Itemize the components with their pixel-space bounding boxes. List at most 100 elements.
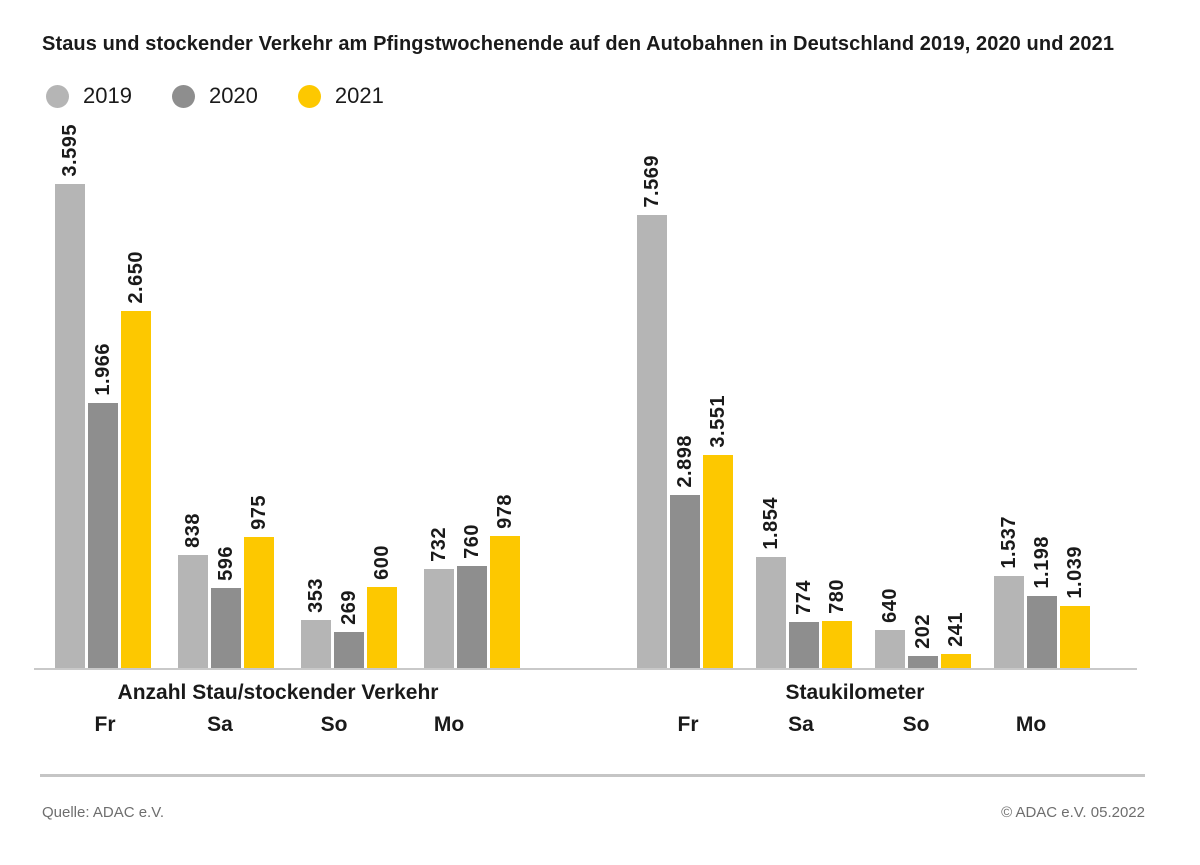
bar-2020-Sa	[789, 622, 819, 668]
bar-2021-Fr	[703, 455, 733, 668]
bar-2021-Mo	[490, 536, 520, 668]
day-label-Sa: Sa	[788, 713, 814, 736]
legend-label: 2021	[334, 83, 384, 108]
bar-value-label: 640	[879, 588, 901, 623]
bar-slot-2020-Fr: 1.966	[88, 128, 118, 668]
bar-slot-2021-Mo: 978	[490, 128, 520, 668]
bar-2019-Fr	[637, 215, 667, 668]
bar-slot-2020-Sa: 774	[789, 128, 819, 668]
bar-group-Mo: 1.537 1.198 1.039	[994, 128, 1090, 668]
bar-value-label: 1.966	[92, 343, 114, 396]
bar-2021-Fr	[121, 311, 151, 668]
bar-slot-2020-Mo: 1.198	[1027, 128, 1057, 668]
footer-source: Quelle: ADAC e.V.	[42, 804, 165, 821]
bar-slot-2021-So: 600	[367, 128, 397, 668]
bar-value-label: 2.650	[125, 251, 147, 304]
bar-slot-2019-Sa: 838	[178, 128, 208, 668]
bar-group-So: 640 202 241	[875, 128, 971, 668]
bar-value-label: 7.569	[641, 155, 663, 208]
bar-slot-2019-So: 353	[301, 128, 331, 668]
bar-value-label: 774	[793, 580, 815, 615]
footer-divider	[40, 774, 1145, 777]
bar-slot-2021-Sa: 975	[244, 128, 274, 668]
bar-2020-So	[908, 656, 938, 668]
bar-2020-Mo	[457, 566, 487, 668]
bar-slot-2019-So: 640	[875, 128, 905, 668]
bar-slot-2020-Mo: 760	[457, 128, 487, 668]
bar-slot-2019-Sa: 1.854	[756, 128, 786, 668]
bar-value-label: 596	[215, 546, 237, 581]
day-label-So: So	[320, 713, 348, 736]
bar-2021-Sa	[822, 621, 852, 668]
bar-group-So: 353 269 600	[301, 128, 397, 668]
bar-value-label: 353	[305, 578, 327, 613]
legend-label: 2020	[208, 83, 258, 108]
bar-slot-2019-Fr: 3.595	[55, 124, 85, 668]
legend-swatch-icon-2019	[46, 84, 69, 108]
day-label-So: So	[902, 713, 930, 736]
footer-copyright: © ADAC e.V. 05.2022	[1001, 804, 1145, 821]
bar-value-label: 1.854	[760, 497, 782, 550]
bar-group-Fr: 7.569 2.898 3.551	[637, 128, 733, 668]
bar-group-Mo: 732 760 978	[424, 128, 520, 668]
bar-value-label: 2.898	[674, 435, 696, 488]
legend-item-2019: 2019	[46, 83, 132, 109]
bar-2019-Sa	[178, 555, 208, 668]
bar-group-Sa: 1.854 774 780	[756, 128, 852, 668]
chart-anzahl-stau: 3.595 1.966 2.650 838 596 975 353 269 600 732 760 9…	[55, 124, 520, 668]
bar-value-label: 780	[826, 579, 848, 614]
bar-value-label: 732	[428, 527, 450, 562]
bar-slot-2020-Fr: 2.898	[670, 128, 700, 668]
day-label-Mo: Mo	[433, 713, 465, 736]
bar-2019-Fr	[55, 184, 85, 668]
bar-slot-2021-So: 241	[941, 128, 971, 668]
bar-2020-Mo	[1027, 596, 1057, 668]
bar-slot-2019-Mo: 732	[424, 128, 454, 668]
bar-slot-2020-Sa: 596	[211, 128, 241, 668]
bar-2019-So	[875, 630, 905, 668]
bar-value-label: 241	[945, 612, 967, 647]
bar-slot-2021-Mo: 1.039	[1060, 128, 1090, 668]
bar-value-label: 269	[338, 590, 360, 625]
bar-2020-Fr	[670, 495, 700, 668]
bar-2021-Mo	[1060, 606, 1090, 668]
bar-2019-So	[301, 620, 331, 668]
bar-slot-2021-Sa: 780	[822, 128, 852, 668]
bar-slot-2021-Fr: 2.650	[121, 128, 151, 668]
bar-2020-Sa	[211, 588, 241, 668]
axis-title: Anzahl Stau/stockender Verkehr	[117, 681, 439, 704]
bar-value-label: 3.551	[707, 395, 729, 448]
bar-slot-2020-So: 202	[908, 128, 938, 668]
bar-value-label: 760	[461, 524, 483, 559]
axis-title: Staukilometer	[785, 681, 925, 704]
bar-2020-Fr	[88, 403, 118, 668]
bar-value-label: 978	[494, 494, 516, 529]
bar-2020-So	[334, 632, 364, 668]
bar-value-label: 1.198	[1031, 536, 1053, 589]
bar-slot-2020-So: 269	[334, 128, 364, 668]
bar-2021-Sa	[244, 537, 274, 668]
day-label-Fr: Fr	[677, 713, 699, 736]
day-label-Mo: Mo	[1015, 713, 1047, 736]
bar-value-label: 838	[182, 513, 204, 548]
bar-value-label: 202	[912, 614, 934, 649]
day-label-Sa: Sa	[207, 713, 233, 736]
legend: 2019 2020 2021	[46, 83, 384, 109]
bar-2021-So	[367, 587, 397, 668]
bar-value-label: 975	[248, 495, 270, 530]
legend-swatch-icon-2021	[297, 84, 321, 108]
legend-label: 2019	[83, 83, 132, 108]
bar-group-Fr: 3.595 1.966 2.650	[55, 124, 151, 668]
bar-2021-So	[941, 654, 971, 668]
chart-staukilometer: 7.569 2.898 3.551 1.854 774 780 640 202 241 1.537…	[637, 128, 1090, 668]
bar-2019-Mo	[424, 569, 454, 668]
day-label-Fr: Fr	[94, 713, 116, 736]
chart-strip: 3.595 1.966 2.650 838 596 975 353 269 600 732 760 9…	[34, 124, 1137, 736]
bar-2019-Sa	[756, 557, 786, 668]
bar-value-label: 1.039	[1064, 546, 1086, 599]
chart-main-title: Staus und stockender Verkehr am Pfingstw…	[42, 33, 1115, 55]
legend-swatch-icon-2020	[171, 84, 195, 108]
bar-value-label: 3.595	[59, 124, 81, 177]
bar-value-label: 1.537	[998, 516, 1020, 569]
